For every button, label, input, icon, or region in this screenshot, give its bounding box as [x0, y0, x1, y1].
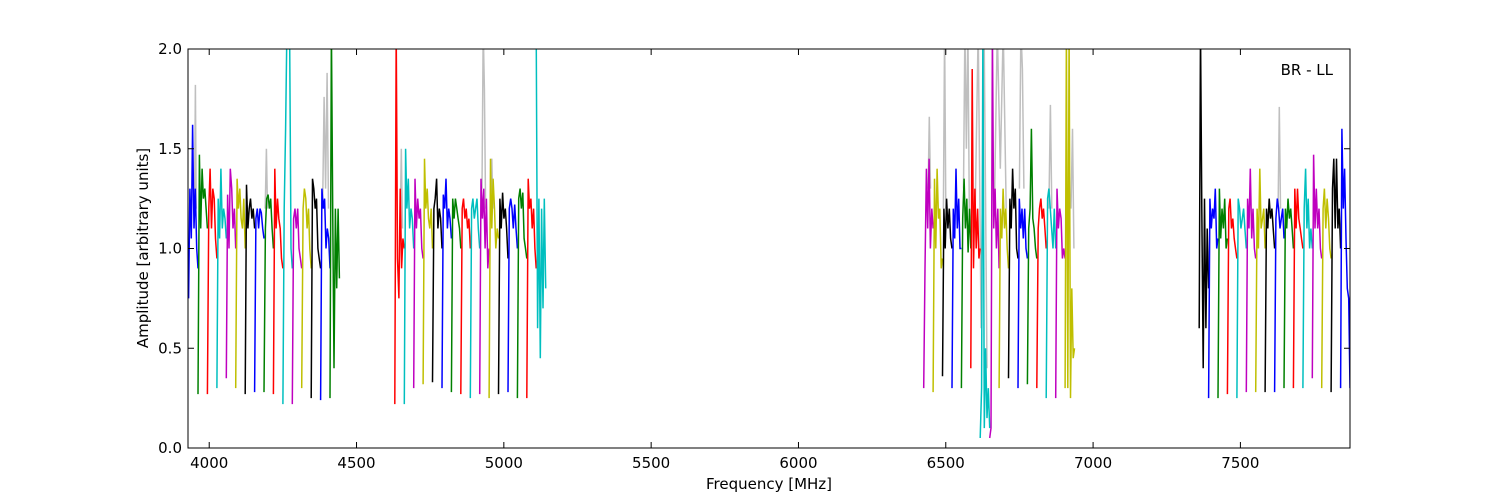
- spectral-window-33: [932, 168, 944, 393]
- annotation-label: BR - LL: [1281, 61, 1334, 79]
- spectral-window-44: [1036, 198, 1047, 389]
- spectral-window-42: [1017, 198, 1029, 389]
- axis-ticks: 4000 4500 5000 5500 6000 6500 7000 7500 0.0 0.5 1.…: [158, 40, 1350, 472]
- spectral-window-2: [206, 168, 218, 395]
- x-tick-label: 5500: [632, 454, 670, 472]
- spectral-window-35: [951, 168, 962, 389]
- x-tick-label: 7500: [1221, 454, 1259, 472]
- spectral-window-23: [460, 198, 472, 395]
- spectral-window-28: [507, 198, 519, 393]
- spectral-window-18: [412, 178, 424, 389]
- reference-series-1: [264, 148, 269, 209]
- spectral-window-11: [291, 208, 303, 405]
- x-tick-label: 6000: [779, 454, 817, 472]
- x-tick-label: 7000: [1074, 454, 1112, 472]
- reference-series-10: [993, 49, 1007, 209]
- spectral-window-1: [197, 154, 209, 395]
- reference-series-4: [481, 49, 487, 209]
- reference-series-12: [1048, 104, 1053, 209]
- spectral-window-61: [1320, 188, 1332, 389]
- spectral-window-16: [394, 49, 406, 405]
- spectral-window-38: [979, 49, 991, 439]
- spectral-window-31: [535, 49, 547, 359]
- spectral-window-41: [1007, 168, 1019, 379]
- spectral-window-5: [234, 178, 246, 389]
- spectral-window-51: [1226, 198, 1238, 395]
- spectral-window-32: [922, 158, 934, 389]
- spectral-window-56: [1273, 198, 1285, 393]
- spectral-window-59: [1302, 168, 1314, 389]
- reference-series-13: [1070, 128, 1075, 249]
- spectral-window-6: [244, 184, 256, 395]
- spectral-window-37: [970, 68, 981, 369]
- spectral-window-36: [960, 178, 972, 389]
- axes-frame: [187, 48, 1351, 449]
- spectral-window-19: [422, 158, 434, 385]
- y-tick-label: 1.5: [158, 140, 182, 158]
- spectral-window-53: [1245, 168, 1257, 393]
- spectral-window-47: [1064, 49, 1076, 399]
- reference-series-9: [974, 49, 988, 369]
- spectral-window-15: [329, 49, 341, 399]
- y-tick-label: 1.0: [158, 240, 182, 258]
- y-tick-label: 0.5: [158, 339, 182, 357]
- spectral-window-17: [403, 148, 415, 405]
- spectral-window-7: [253, 208, 265, 393]
- spectral-window-49: [1207, 188, 1219, 399]
- spectral-window-14: [319, 188, 331, 401]
- spectral-window-60: [1311, 154, 1323, 379]
- spectral-window-9: [272, 168, 284, 395]
- x-tick-label: 6500: [927, 454, 965, 472]
- spectral-window-30: [526, 178, 537, 399]
- spectral-window-52: [1236, 198, 1248, 399]
- y-axis-label: Amplitude [arbitrary units]: [134, 148, 152, 348]
- x-tick-label: 4000: [190, 454, 228, 472]
- spectral-window-22: [450, 198, 462, 393]
- spectral-window-10: [282, 49, 294, 405]
- spectral-window-57: [1283, 198, 1295, 389]
- reference-series-7: [942, 49, 947, 209]
- spectral-window-63: [1339, 128, 1350, 389]
- spectral-window-43: [1026, 128, 1038, 385]
- reference-series-2: [321, 72, 330, 209]
- y-tick-label: 2.0: [158, 40, 182, 58]
- spectral-window-26: [488, 158, 500, 399]
- spectral-window-39: [988, 49, 1000, 439]
- plot-lines: [188, 49, 1350, 439]
- spectral-window-34: [941, 198, 953, 377]
- spectral-window-45: [1045, 188, 1057, 399]
- spectral-window-13: [310, 178, 322, 399]
- spectral-window-54: [1254, 168, 1266, 393]
- spectral-window-21: [441, 178, 453, 389]
- reference-series-8: [962, 49, 971, 209]
- spectral-window-46: [1054, 188, 1066, 399]
- reference-series-0: [193, 84, 197, 209]
- spectral-window-12: [300, 188, 312, 389]
- reference-series-11: [1018, 49, 1025, 189]
- spectral-window-24: [469, 198, 481, 399]
- spectral-window-3: [216, 168, 228, 389]
- spectral-window-40: [998, 188, 1010, 389]
- spectral-window-55: [1264, 198, 1276, 393]
- y-tick-label: 0.0: [158, 439, 182, 457]
- x-tick-label: 5000: [485, 454, 523, 472]
- spectral-window-58: [1292, 188, 1304, 389]
- x-axis-label: Frequency [MHz]: [706, 475, 832, 493]
- spectral-window-27: [497, 192, 509, 395]
- spectral-window-4: [225, 168, 237, 379]
- spectral-window-0: [188, 124, 199, 299]
- x-tick-label: 4500: [337, 454, 375, 472]
- spectral-window-48: [1198, 49, 1210, 369]
- spectral-window-29: [516, 188, 528, 399]
- spectral-window-50: [1217, 188, 1229, 399]
- spectral-window-25: [478, 178, 490, 395]
- spectral-window-62: [1330, 158, 1342, 393]
- reference-series-14: [1277, 106, 1282, 209]
- spectral-window-8: [263, 194, 275, 393]
- spectral-window-20: [431, 178, 443, 383]
